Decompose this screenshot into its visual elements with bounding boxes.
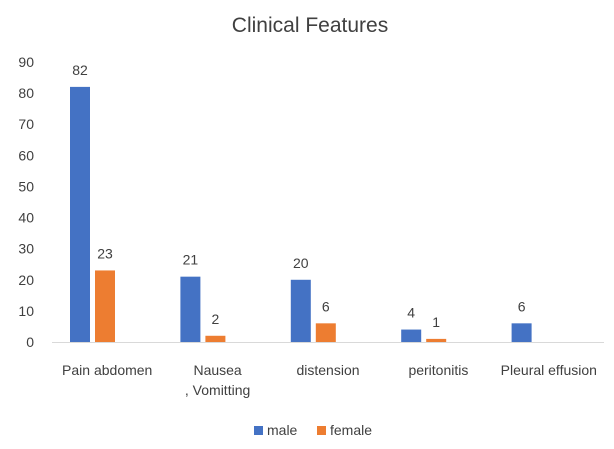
x-tick-label: distension bbox=[296, 362, 359, 378]
y-tick-label: 0 bbox=[26, 334, 34, 350]
x-axis: Pain abdomen Nausea, Vomitting distension p… bbox=[62, 362, 597, 398]
x-tick-label: Nausea, Vomitting bbox=[185, 362, 250, 398]
data-label-male-0: 82 bbox=[72, 62, 88, 78]
y-tick-label: 80 bbox=[18, 85, 34, 101]
bar-male-1 bbox=[180, 276, 201, 342]
bar-male-2 bbox=[290, 279, 311, 342]
y-tick-label: 10 bbox=[18, 303, 34, 319]
data-label-male-3: 4 bbox=[407, 305, 415, 321]
bar-male-4 bbox=[511, 323, 532, 342]
bars bbox=[70, 86, 532, 342]
data-label-male-2: 20 bbox=[293, 255, 309, 271]
y-tick-label: 70 bbox=[18, 116, 34, 132]
bar-male-3 bbox=[401, 329, 422, 342]
legend-label-female: female bbox=[330, 422, 372, 438]
bar-female-3 bbox=[426, 338, 447, 342]
legend-swatch-female bbox=[317, 426, 326, 435]
data-label-female-3: 1 bbox=[432, 314, 440, 330]
legend-swatch-male bbox=[254, 426, 263, 435]
data-label-male-4: 6 bbox=[518, 298, 526, 314]
y-tick-label: 40 bbox=[18, 210, 34, 226]
x-tick-label: Pain abdomen bbox=[62, 362, 152, 378]
y-tick-label: 90 bbox=[18, 54, 34, 70]
bar-female-2 bbox=[315, 323, 336, 342]
data-label-female-1: 2 bbox=[212, 311, 220, 327]
y-tick-label: 20 bbox=[18, 272, 34, 288]
y-tick-label: 30 bbox=[18, 241, 34, 257]
bar-female-0 bbox=[95, 270, 115, 342]
bar-female-1 bbox=[205, 335, 226, 342]
legend-label-male: male bbox=[267, 422, 298, 438]
x-tick-label: peritonitis bbox=[408, 362, 468, 378]
data-label-female-2: 6 bbox=[322, 298, 330, 314]
y-tick-label: 60 bbox=[18, 147, 34, 163]
data-labels: 82 23 21 2 20 6 4 1 6 bbox=[72, 62, 525, 330]
legend: male female bbox=[254, 422, 372, 438]
data-label-male-1: 21 bbox=[183, 252, 199, 268]
y-axis: 0 10 20 30 40 50 60 70 80 90 bbox=[18, 54, 34, 350]
bar-male-0 bbox=[70, 86, 90, 342]
x-tick-label: Pleural effusion bbox=[501, 362, 597, 378]
data-label-female-0: 23 bbox=[97, 245, 113, 261]
y-tick-label: 50 bbox=[18, 178, 34, 194]
chart-title: Clinical Features bbox=[232, 14, 388, 37]
